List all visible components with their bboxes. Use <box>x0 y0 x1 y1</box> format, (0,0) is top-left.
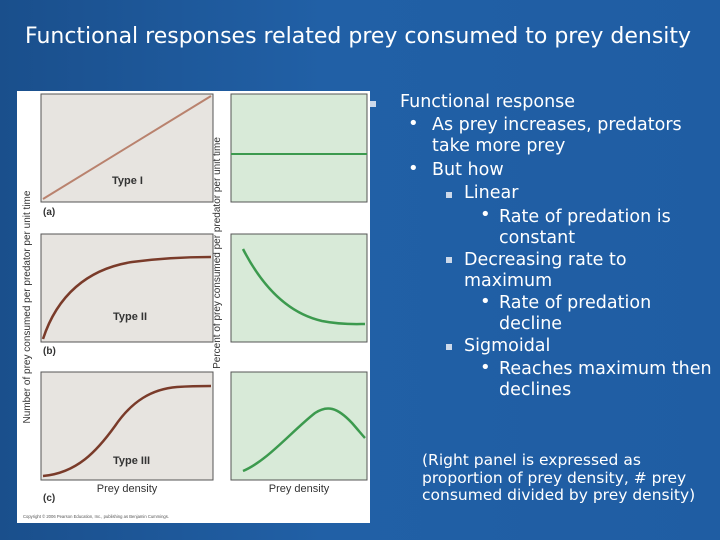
right-x-axis-label: Prey density <box>269 483 330 495</box>
bullet-but-how: But how <box>432 160 504 180</box>
square-bullet-icon <box>446 257 452 263</box>
bullet-prey-increases: As prey increases, predators take more p… <box>432 115 682 156</box>
panel-a-letter: (a) <box>43 207 55 218</box>
panel-c-left: Type III <box>40 371 214 481</box>
square-bullet-icon <box>446 192 452 198</box>
round-bullet-icon: • <box>408 113 419 134</box>
panel-c-letter: (c) <box>43 493 55 504</box>
bullet-rate-decline: Rate of predation decline <box>499 293 652 334</box>
round-bullet-icon: • <box>480 291 491 312</box>
panel-b-letter: (b) <box>43 346 56 357</box>
square-bullet-icon <box>370 101 376 107</box>
bullet-sigmoidal: Sigmoidal <box>464 336 551 356</box>
left-y-axis-label: Number of prey consumed per predator per… <box>22 190 33 423</box>
round-bullet-icon: • <box>480 357 491 378</box>
panel-b-left: Type II <box>40 233 214 343</box>
round-bullet-icon: • <box>408 158 419 179</box>
type-3-percent-curve <box>242 407 366 473</box>
type-2-curve <box>41 255 212 340</box>
type-1-line <box>42 95 212 200</box>
right-y-axis-label: Percent of prey consumed per predator pe… <box>212 137 223 369</box>
panel-a-right <box>230 93 368 203</box>
left-x-axis-label: Prey density <box>97 483 158 495</box>
bullet-linear: Linear <box>464 183 519 203</box>
bullet-decreasing-rate: Decreasing rate to maximum <box>464 250 627 291</box>
type-1-label: Type I <box>112 175 143 187</box>
slide-title: Functional responses related prey consum… <box>25 24 692 49</box>
panel-a-left: Type I <box>40 93 214 203</box>
functional-response-figure: Number of prey consumed per predator per… <box>17 91 370 523</box>
type-3-curve <box>42 384 212 478</box>
type-2-label: Type II <box>113 311 147 323</box>
right-panel-note: (Right panel is expressed as proportion … <box>422 451 696 504</box>
bullet-reaches-maximum: Reaches maximum then declines <box>499 359 712 400</box>
type-2-percent-curve <box>241 248 366 326</box>
square-bullet-icon <box>446 344 452 350</box>
round-bullet-icon: • <box>480 204 491 225</box>
type-3-label: Type III <box>113 455 150 467</box>
copyright-text: Copyright © 2006 Pearson Education, Inc.… <box>23 514 169 519</box>
bullet-functional-response: Functional response <box>400 92 576 112</box>
panel-b-right <box>230 233 368 343</box>
bullet-rate-constant: Rate of predation is constant <box>499 207 671 248</box>
panel-c-right <box>230 371 368 481</box>
